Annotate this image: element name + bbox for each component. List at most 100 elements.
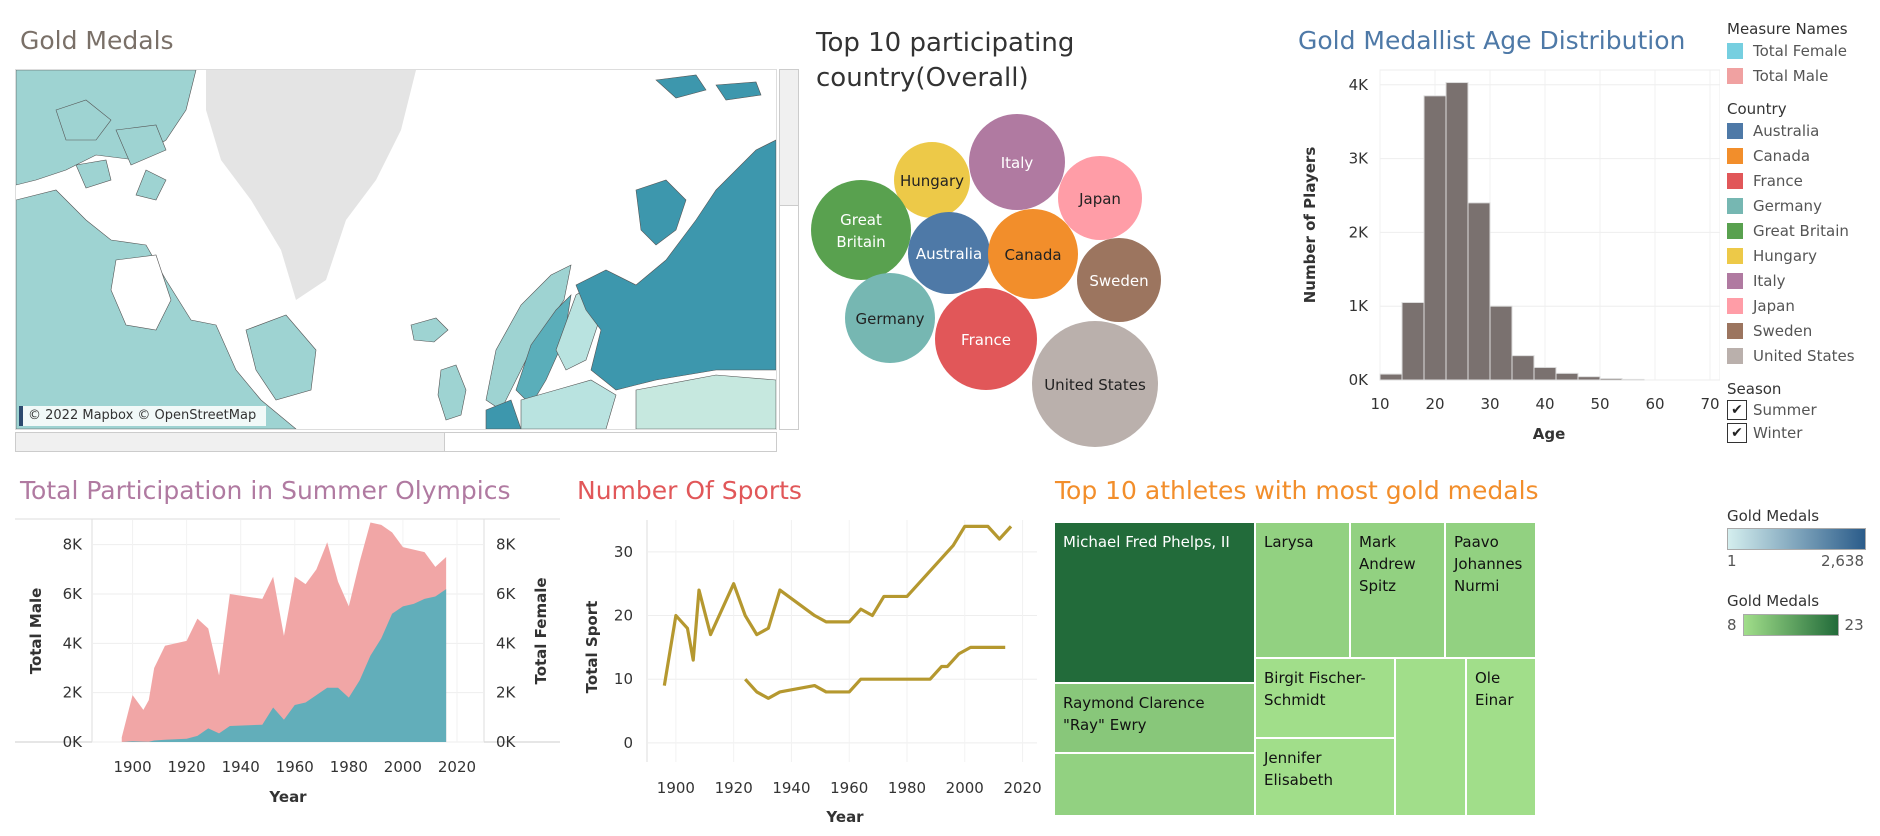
participation-xtick: 1980 [330, 758, 368, 776]
legend-swatch [1727, 197, 1743, 214]
sports-xtick: 1920 [715, 779, 753, 797]
map-region-russia-arctic [655, 74, 762, 101]
country-legend-item[interactable]: Germany [1727, 193, 1877, 218]
gold-green-legend-title: Gold Medals [1727, 592, 1820, 610]
bubble-great-britain[interactable]: Great Britain [811, 180, 911, 280]
sports-xtick: 2020 [1003, 779, 1041, 797]
age-bar[interactable] [1445, 82, 1469, 381]
treemap-cell[interactable]: Ole Einar [1466, 658, 1536, 816]
participation-xtick: 2000 [384, 758, 422, 776]
age-bar[interactable] [1467, 202, 1491, 381]
bubble-united-states[interactable]: United States [1032, 321, 1158, 447]
bubble-france[interactable]: France [935, 288, 1037, 390]
country-bubble-chart[interactable]: Hungary Italy Japan Great Britain Australia Ca… [800, 100, 1200, 460]
map-region-russia [575, 139, 776, 391]
age-xtick: 20 [1425, 395, 1444, 413]
participation-ylabel-right: Total Female [532, 577, 550, 684]
treemap-cell[interactable]: Mark Andrew Spitz [1350, 522, 1445, 658]
bubble-canada[interactable]: Canada [988, 209, 1078, 299]
bubble-label: Canada [1004, 246, 1061, 264]
season-checkbox[interactable]: ✔ [1727, 422, 1747, 443]
age-bar[interactable] [1423, 95, 1447, 381]
map-region-uk [437, 364, 467, 421]
bubble-australia[interactable]: Australia [908, 212, 990, 294]
country-legend-item[interactable]: Canada [1727, 143, 1877, 168]
treemap-cell[interactable] [1395, 658, 1466, 816]
gold-medals-blue-legend: Gold Medals 1 2,638 [1727, 507, 1877, 570]
bubble-label: Japan [1078, 190, 1121, 208]
season-checkbox[interactable]: ✔ [1727, 399, 1747, 420]
age-bar[interactable] [1489, 305, 1513, 381]
legend-label: Total Female [1753, 41, 1848, 60]
age-bar[interactable] [1555, 372, 1579, 381]
treemap-cell[interactable]: Paavo Johannes Nurmi [1445, 522, 1536, 658]
bubble-label: Britain [836, 233, 885, 251]
country-legend-item[interactable]: Australia [1727, 118, 1877, 143]
country-legend-item[interactable]: United States [1727, 343, 1877, 368]
age-bar[interactable] [1577, 376, 1601, 381]
country-legend-item[interactable]: Hungary [1727, 243, 1877, 268]
participation-area-chart[interactable]: 0K 0K 2K 2K 4K 4K 6K 6K 8K 8K 1900 1920 1940 1960 1980… [0, 510, 570, 836]
map-vertical-scrollbar[interactable] [779, 69, 799, 430]
measure-legend-item[interactable]: Total Male [1727, 63, 1877, 88]
age-bar[interactable] [1621, 378, 1645, 381]
age-bar[interactable] [1379, 373, 1403, 381]
season-filter-item[interactable]: ✔ Winter [1727, 421, 1877, 444]
country-legend-item[interactable]: Japan [1727, 293, 1877, 318]
season-filter[interactable]: ✔ Summer ✔ Winter [1727, 398, 1877, 444]
sports-line-chart[interactable]: 0 10 20 30 1900 1920 1940 1960 1980 2000 2020 Year T… [575, 510, 1045, 836]
bubble-label: Australia [916, 245, 982, 263]
map-attribution: © 2022 Mapbox © OpenStreetMap [19, 406, 266, 426]
bubble-italy[interactable]: Italy [969, 114, 1065, 210]
sports-ytick: 0 [623, 734, 633, 752]
age-bar[interactable] [1401, 302, 1425, 381]
season-label: Summer [1753, 400, 1817, 419]
legend-swatch [1727, 347, 1743, 364]
gold-green-min: 8 [1727, 616, 1737, 634]
treemap-cell[interactable]: Larysa [1255, 522, 1350, 658]
participation-ytick-left: 8K [63, 536, 84, 554]
country-legend-item[interactable]: Sweden [1727, 318, 1877, 343]
bubble-hungary[interactable]: Hungary [894, 142, 970, 218]
bubble-germany[interactable]: Germany [845, 273, 935, 363]
map-horizontal-scroll-thumb[interactable] [16, 433, 445, 451]
season-filter-item[interactable]: ✔ Summer [1727, 398, 1877, 421]
gold-green-color-ramp [1742, 614, 1839, 636]
bubble-sweden[interactable]: Sweden [1077, 238, 1161, 322]
age-bar[interactable] [1511, 355, 1535, 381]
bubble-label: Sweden [1089, 272, 1148, 290]
treemap-cell[interactable]: Birgit Fischer-Schmidt [1255, 658, 1395, 738]
sports-ytick: 10 [614, 670, 633, 688]
bubble-label: Hungary [900, 172, 964, 190]
legend-swatch [1727, 222, 1743, 239]
age-ytick: 1K [1349, 297, 1370, 315]
participation-area-total-female[interactable] [121, 589, 447, 742]
map-horizontal-scrollbar[interactable] [15, 432, 777, 452]
bubble-japan[interactable]: Japan [1058, 156, 1142, 240]
treemap-cell[interactable] [1054, 753, 1255, 816]
age-ylabel: Number of Players [1301, 147, 1319, 304]
participation-xtick: 1920 [168, 758, 206, 776]
sports-line-summer[interactable] [662, 524, 1013, 686]
age-bar[interactable] [1533, 366, 1557, 381]
treemap-cell[interactable]: Michael Fred Phelps, II [1054, 522, 1255, 683]
treemap-cell[interactable]: Jennifer Elisabeth [1255, 738, 1395, 816]
map-vertical-scroll-thumb[interactable] [780, 70, 798, 206]
age-xlabel: Age [1533, 425, 1566, 443]
participation-ytick-right: 8K [496, 536, 517, 554]
age-histogram[interactable]: 0K 1K 2K 3K 4K 10 20 30 40 50 60 70 Age Number of Pla… [1290, 60, 1720, 450]
sports-line-winter[interactable] [744, 645, 1006, 700]
gold-medals-map[interactable] [15, 69, 777, 430]
age-bar[interactable] [1599, 378, 1623, 381]
country-legend-item[interactable]: Great Britain [1727, 218, 1877, 243]
country-legend-item[interactable]: Italy [1727, 268, 1877, 293]
age-distribution-title: Gold Medallist Age Distribution [1298, 26, 1686, 55]
country-legend-item[interactable]: France [1727, 168, 1877, 193]
map-region-canada-islands [55, 99, 167, 201]
age-xtick: 30 [1480, 395, 1499, 413]
athletes-treemap[interactable]: Michael Fred Phelps, II Raymond Clarence … [1054, 522, 1536, 816]
measure-legend-item[interactable]: Total Female [1727, 38, 1877, 63]
participation-xlabel: Year [268, 788, 307, 806]
legend-label: Total Male [1753, 66, 1829, 85]
treemap-cell[interactable]: Raymond Clarence "Ray" Ewry [1054, 683, 1255, 753]
